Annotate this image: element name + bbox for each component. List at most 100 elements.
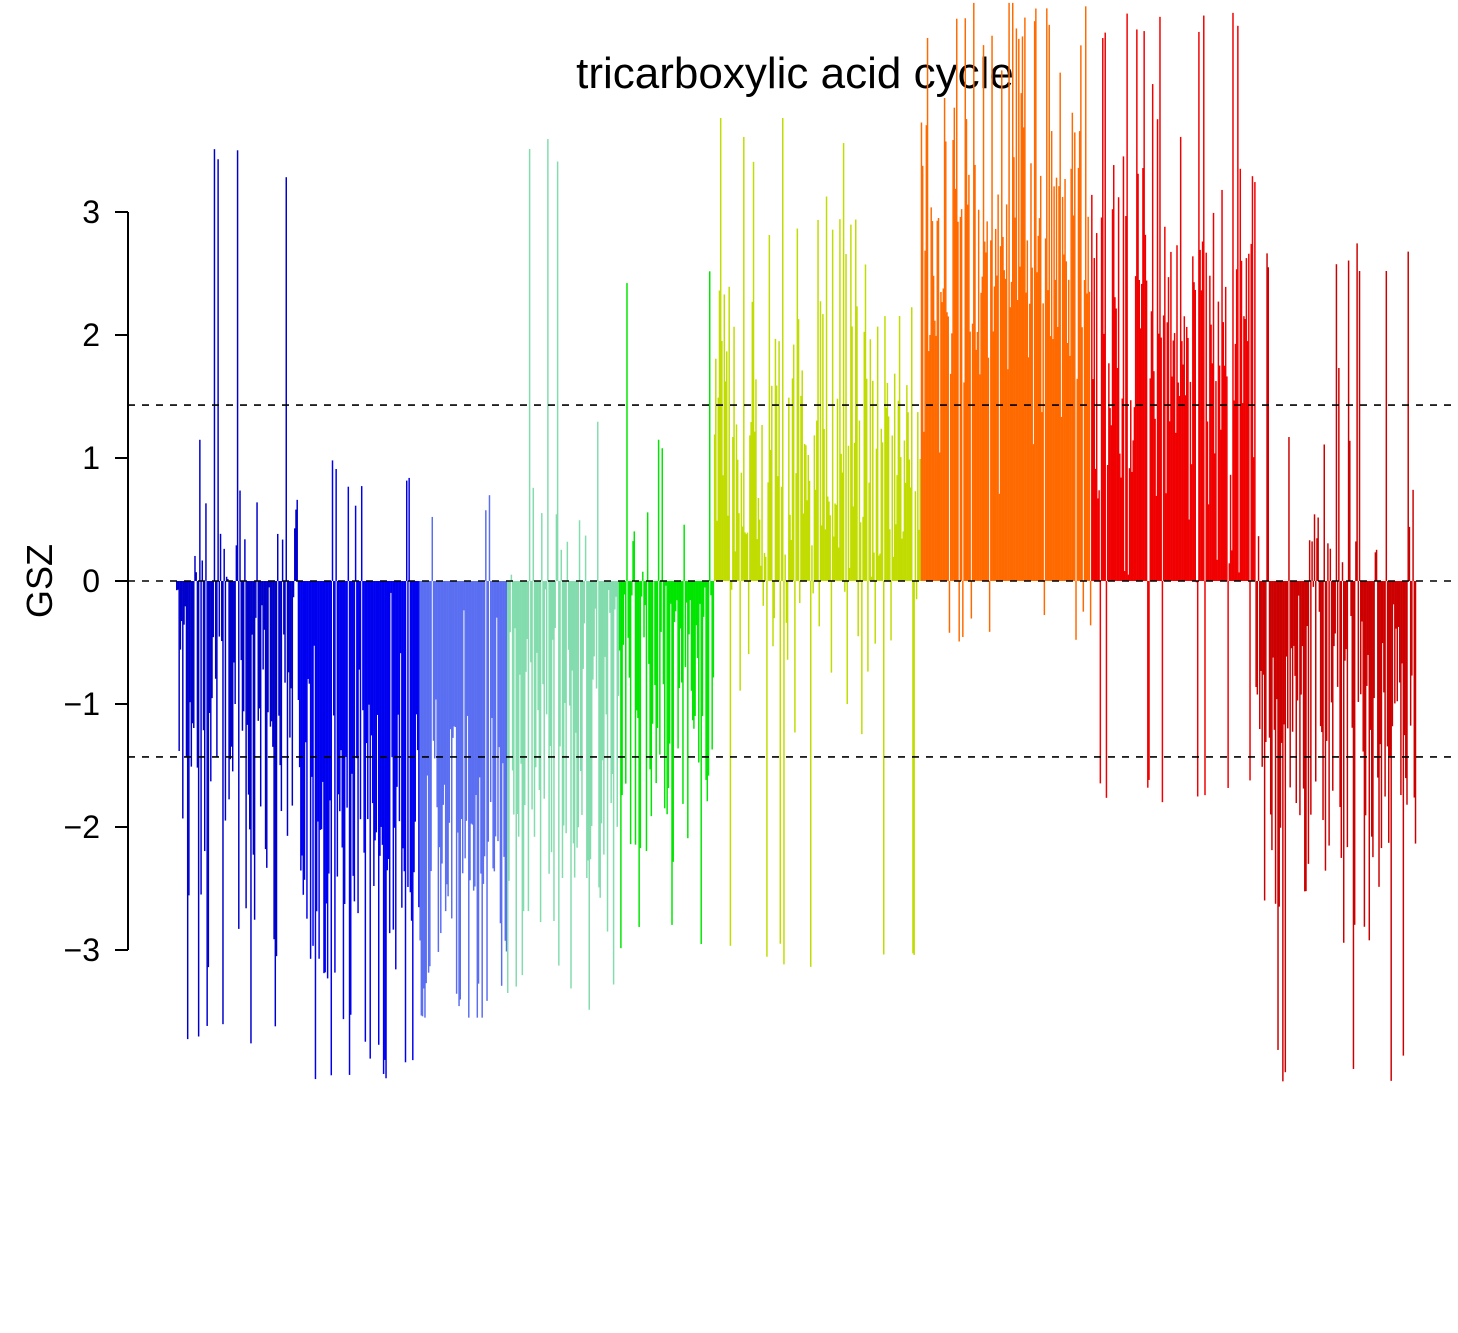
bar-group-7 (943, 97, 946, 581)
bar-group-9 (1310, 581, 1312, 815)
bar-group-7 (1050, 131, 1053, 582)
bar-group-6 (890, 581, 892, 641)
bar-group-6 (864, 264, 867, 581)
bar-group-1 (199, 439, 201, 581)
bar-group-3 (442, 581, 444, 805)
bar-group-1 (218, 581, 221, 637)
bar-group-4 (516, 581, 519, 814)
bar-group-6 (847, 445, 850, 581)
bar-group-6 (772, 581, 774, 647)
bar-group-7 (930, 207, 932, 582)
bar-group-7 (956, 18, 958, 582)
bar-group-6 (813, 435, 816, 581)
bar-group-7 (963, 382, 965, 581)
bar-group-7 (937, 217, 940, 582)
bar-group-6 (885, 407, 887, 581)
bar-group-4 (511, 581, 514, 771)
bar-group-9 (1327, 543, 1329, 581)
bar-group-4 (554, 581, 556, 629)
bar-group-7 (1054, 279, 1057, 581)
bar-group-3 (433, 581, 436, 759)
bar-group-7 (1083, 280, 1086, 581)
bar-group-7 (966, 204, 969, 581)
bar-group-7 (1080, 45, 1082, 582)
bar-group-4 (577, 581, 580, 828)
bar-group-5 (695, 581, 698, 626)
bar-group-9 (1386, 581, 1389, 747)
bar-group-9 (1384, 581, 1386, 797)
bar-group-3 (452, 581, 454, 738)
bar-group-6 (715, 358, 717, 581)
bar-group-1 (286, 581, 289, 836)
bar-group-2 (384, 581, 386, 1060)
bar-group-6 (822, 314, 824, 581)
bar-group-2 (307, 581, 309, 679)
bar-group-9 (1347, 260, 1350, 581)
bar-group-4 (508, 581, 510, 881)
bar-group-9 (1406, 581, 1408, 805)
bar-group-6 (743, 136, 745, 581)
bar-group-2 (302, 581, 305, 895)
bar-group-8 (1184, 395, 1187, 581)
bar-group-9 (1411, 581, 1413, 676)
bar-group-1 (179, 581, 182, 650)
bar-group-8 (1123, 571, 1126, 581)
bar-group-2 (322, 581, 324, 782)
bar-group-9 (1269, 581, 1272, 815)
bar-group-6 (780, 486, 783, 581)
bar-group-9 (1332, 581, 1334, 791)
bar-group-6 (895, 524, 897, 581)
bar-group-8 (1237, 25, 1239, 582)
bar-group-3 (469, 581, 471, 881)
bar-group-6 (771, 385, 773, 581)
bar-group-4 (589, 581, 592, 860)
bar-group-7 (984, 241, 986, 581)
bar-group-4 (547, 139, 549, 582)
bar-group-9 (1315, 581, 1317, 782)
bar-group-7 (988, 581, 991, 632)
bar-group-3 (451, 581, 453, 919)
bar-group-7 (1020, 93, 1022, 582)
bar-group-7 (996, 275, 998, 581)
bar-group-8 (1100, 217, 1103, 582)
bar-group-1 (250, 581, 252, 1044)
bar-group-3 (455, 581, 458, 994)
bar-group-1 (222, 581, 224, 1025)
bar-group-9 (1351, 581, 1353, 728)
bar-group-8 (1154, 418, 1156, 581)
bar-group-1 (200, 581, 202, 895)
bar-group-1 (177, 581, 179, 590)
bar-group-8 (1190, 464, 1193, 581)
bar-group-8 (1130, 400, 1132, 581)
bar-group-5 (666, 581, 668, 815)
bar-group-8 (1160, 337, 1162, 581)
bar-group-6 (757, 497, 760, 581)
bar-group-1 (208, 581, 211, 713)
bar-group-3 (432, 581, 435, 741)
bar-group-5 (707, 581, 710, 776)
bar-group-2 (340, 581, 342, 751)
bar-group-8 (1238, 572, 1240, 581)
bar-group-8 (1159, 16, 1161, 581)
bar-group-6 (853, 442, 856, 581)
bar-group-1 (180, 581, 183, 622)
bar-group-7 (969, 331, 971, 581)
bar-group-6 (911, 307, 913, 581)
bar-group-6 (898, 316, 901, 581)
bar-group-6 (713, 434, 716, 581)
bar-group-6 (741, 526, 744, 581)
bar-group-7 (1077, 167, 1080, 581)
bar-group-9 (1397, 581, 1400, 627)
bar-group-8 (1178, 395, 1181, 581)
bar-group-3 (488, 495, 491, 581)
bar-group-5 (642, 571, 644, 581)
bar-group-4 (564, 581, 566, 703)
bar-group-2 (418, 581, 420, 908)
bar-group-2 (350, 581, 352, 1015)
bar-group-8 (1189, 381, 1192, 581)
bar-group-7 (1063, 254, 1065, 581)
bar-group-8 (1235, 269, 1238, 581)
bar-group-9 (1297, 581, 1300, 596)
bar-group-2 (315, 581, 318, 912)
bar-group-3 (494, 581, 497, 837)
